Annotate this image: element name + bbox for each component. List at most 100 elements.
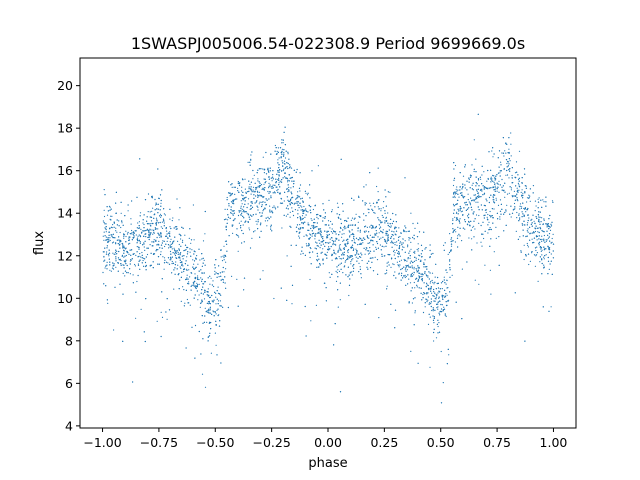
data-point (131, 200, 133, 202)
data-point (232, 201, 234, 203)
data-point (518, 214, 520, 216)
data-point (233, 186, 235, 188)
data-point (515, 195, 517, 197)
data-point (240, 190, 243, 192)
data-point (287, 184, 289, 186)
data-point (193, 285, 195, 287)
data-point (223, 256, 225, 259)
data-point (328, 233, 330, 236)
data-point (180, 267, 182, 269)
data-point (331, 223, 333, 225)
data-point (470, 197, 472, 199)
data-point (299, 184, 302, 186)
data-point (270, 224, 272, 226)
data-point (425, 274, 427, 276)
data-point (464, 196, 466, 198)
data-point (455, 203, 457, 205)
data-point (136, 242, 138, 244)
data-point (180, 300, 182, 302)
data-point (103, 209, 105, 211)
data-point (440, 303, 442, 306)
data-point (463, 207, 465, 209)
data-point (262, 168, 264, 170)
data-point (472, 226, 474, 228)
data-point (253, 174, 255, 176)
data-point (174, 273, 176, 275)
data-point (153, 239, 155, 241)
data-point (515, 161, 518, 163)
data-point (418, 258, 420, 260)
data-point (149, 223, 152, 225)
data-point (194, 267, 196, 269)
data-point (493, 153, 495, 155)
data-point (370, 240, 372, 242)
data-point (268, 218, 270, 220)
data-point (493, 186, 495, 188)
data-point (171, 256, 173, 258)
data-point (495, 197, 497, 199)
data-point (109, 264, 111, 266)
data-point (532, 214, 534, 216)
data-point (307, 245, 309, 247)
data-point (168, 247, 170, 249)
data-point (247, 221, 249, 223)
data-point (458, 210, 460, 212)
data-point (385, 232, 387, 234)
data-point (115, 242, 117, 244)
data-point (351, 244, 354, 246)
data-point (302, 227, 304, 229)
data-point (113, 237, 115, 239)
data-point (322, 203, 324, 205)
data-point (506, 174, 509, 176)
data-point (240, 214, 242, 216)
data-point (215, 313, 217, 315)
data-point (348, 230, 350, 232)
data-point (341, 254, 343, 256)
data-point (450, 250, 452, 252)
data-point (106, 299, 108, 301)
data-point (523, 258, 525, 261)
data-point (257, 195, 259, 197)
data-point (133, 236, 135, 238)
data-point (169, 233, 171, 235)
data-point (317, 232, 319, 234)
data-point (217, 308, 219, 310)
data-point (452, 231, 454, 233)
data-point (339, 231, 341, 233)
data-point (393, 249, 395, 251)
data-point (271, 187, 273, 189)
data-point (156, 220, 158, 222)
data-point (476, 189, 478, 191)
data-point (433, 300, 435, 302)
data-point (305, 214, 307, 216)
data-point (479, 196, 481, 198)
data-point (326, 237, 328, 239)
data-point (264, 182, 266, 184)
data-point (118, 250, 120, 253)
data-point (413, 268, 415, 270)
data-point (429, 249, 431, 252)
data-point (499, 210, 502, 212)
data-point (457, 193, 459, 195)
data-point (405, 266, 407, 268)
data-point (399, 260, 401, 262)
data-point (196, 282, 198, 284)
data-point (494, 185, 496, 187)
data-point (423, 292, 425, 294)
data-point (525, 254, 527, 256)
data-point (196, 255, 198, 257)
data-point (343, 254, 345, 256)
data-point (364, 231, 366, 233)
data-point (364, 226, 366, 228)
data-point (499, 184, 501, 186)
data-point (421, 275, 423, 278)
data-point (317, 228, 320, 230)
data-point (497, 218, 499, 220)
data-point (407, 246, 409, 248)
data-point (327, 220, 330, 222)
data-point (527, 253, 530, 255)
data-point (315, 233, 317, 235)
data-point (318, 266, 320, 268)
data-point (123, 245, 125, 247)
data-point (252, 189, 254, 191)
